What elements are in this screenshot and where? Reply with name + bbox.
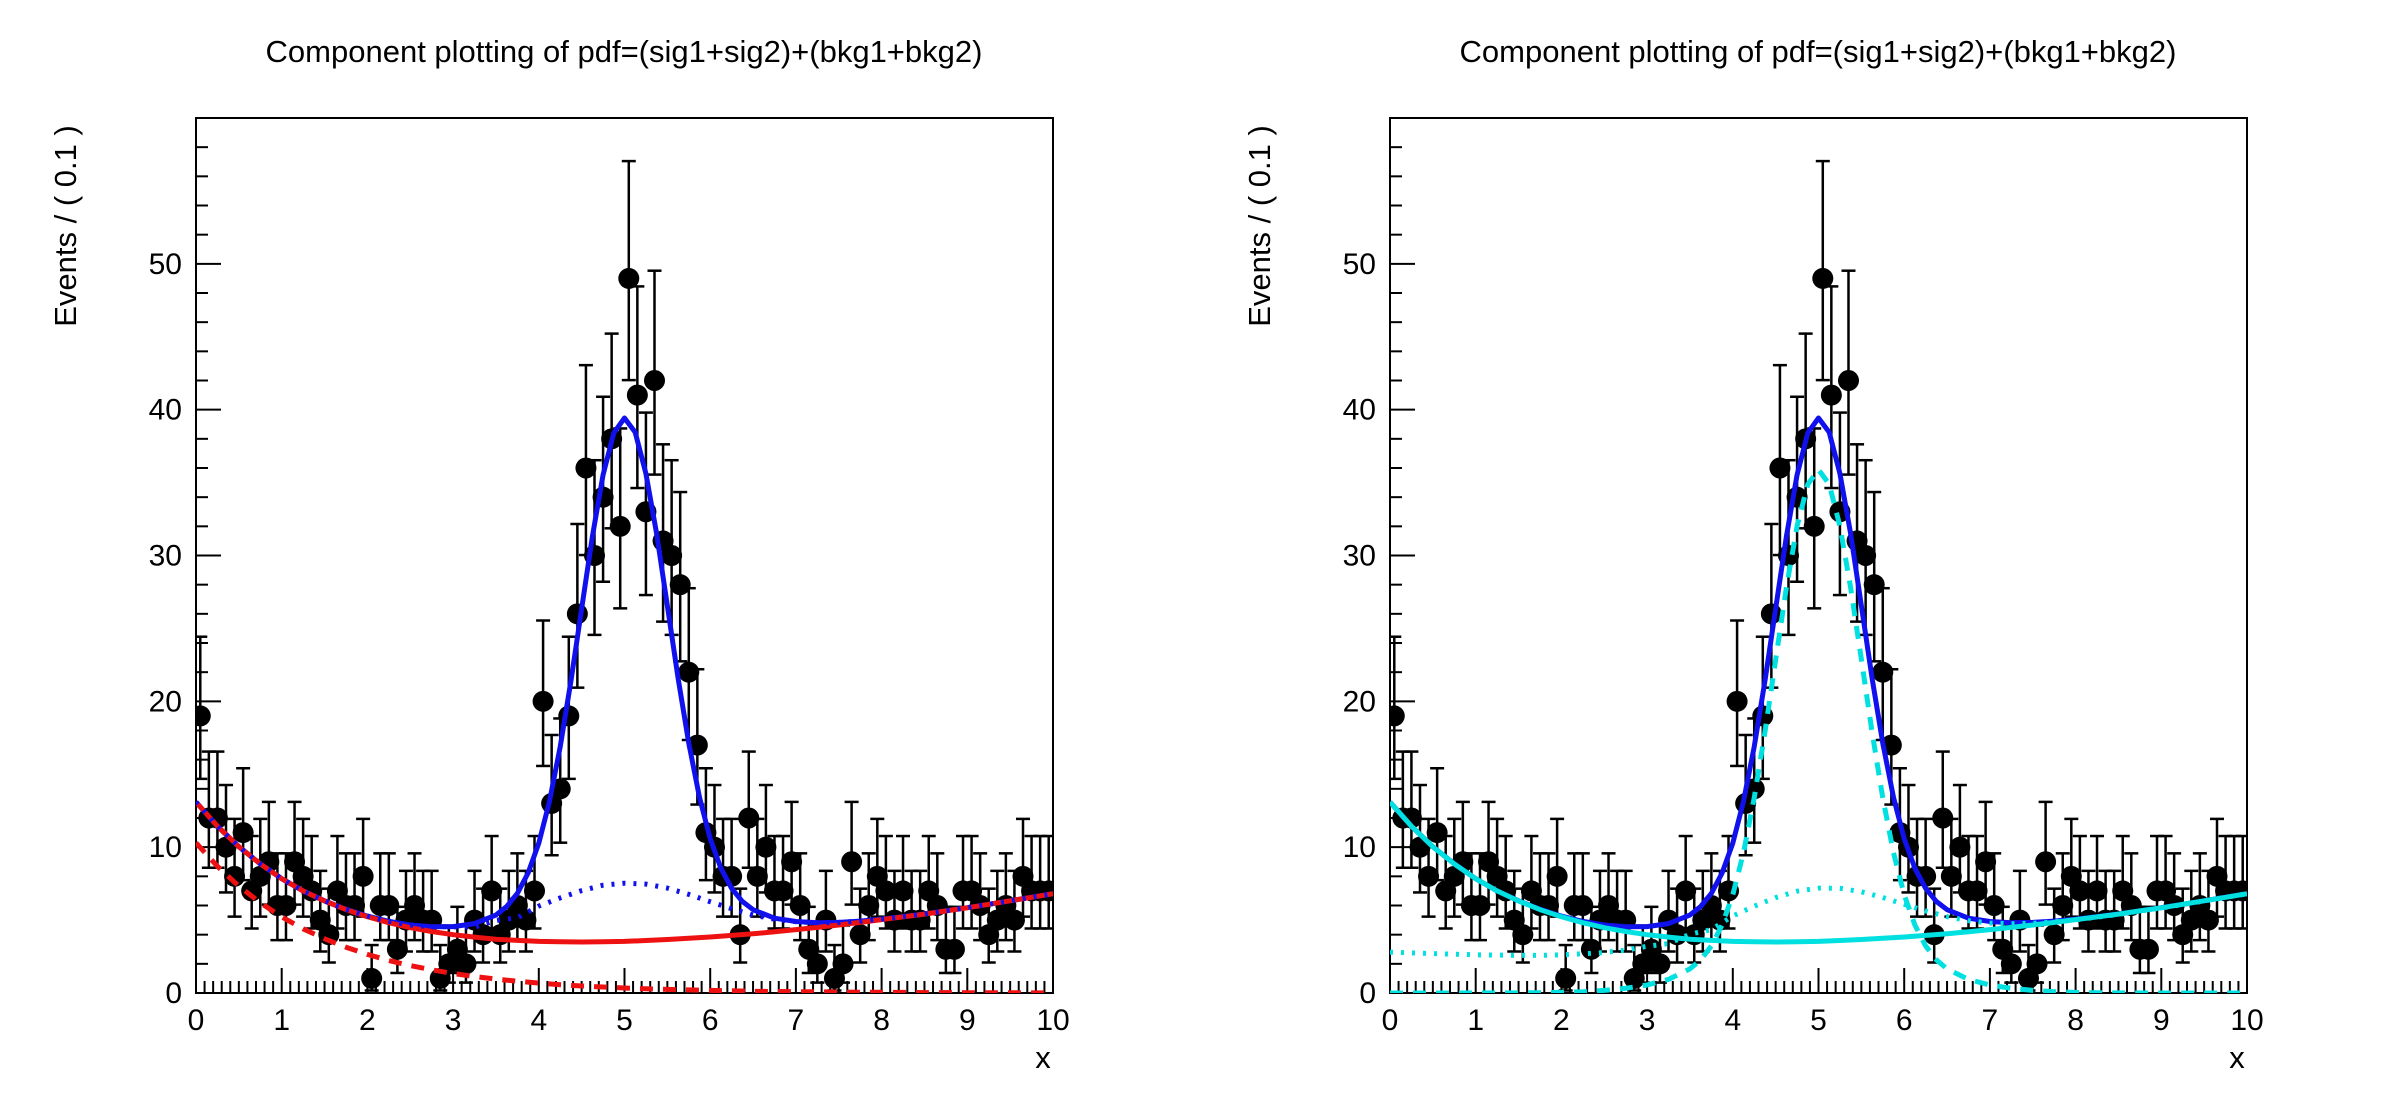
svg-text:6: 6 <box>1896 1004 1913 1037</box>
svg-text:0: 0 <box>188 1004 205 1037</box>
svg-text:20: 20 <box>149 685 182 718</box>
svg-text:0: 0 <box>1359 977 1376 1010</box>
pad-left-title: Component plotting of pdf=(sig1+sig2)+(b… <box>266 34 983 69</box>
y-axis-ticks <box>1390 146 1415 994</box>
svg-text:30: 30 <box>149 540 182 573</box>
pad-left-plot: Component plotting of pdf=(sig1+sig2)+(b… <box>48 34 1070 1075</box>
svg-text:40: 40 <box>149 394 182 427</box>
pad-right-y-axis-title: Events / ( 0.1 ) <box>1242 125 1277 327</box>
y-axis-ticks <box>196 146 221 994</box>
svg-text:2: 2 <box>1553 1004 1570 1037</box>
frame-border <box>1389 117 2248 994</box>
svg-text:0: 0 <box>1382 1004 1399 1037</box>
svg-text:5: 5 <box>616 1004 633 1037</box>
curve-bkg <box>196 800 1053 945</box>
pad-right: Component plotting of pdf=(sig1+sig2)+(b… <box>1194 0 2388 1116</box>
svg-text:1: 1 <box>1467 1004 1484 1037</box>
svg-text:10: 10 <box>1036 1004 1069 1037</box>
y-axis-labels: 0 10 20 30 40 50 <box>149 248 182 1010</box>
svg-text:8: 8 <box>2067 1004 2084 1037</box>
pad-left: Component plotting of pdf=(sig1+sig2)+(b… <box>48 34 1070 1075</box>
curve-bkg1-plus-sig2 <box>1390 885 2247 958</box>
curve-model-total <box>196 415 1053 930</box>
svg-text:40: 40 <box>1343 394 1376 427</box>
svg-text:2: 2 <box>359 1004 376 1037</box>
svg-text:5: 5 <box>1810 1004 1827 1037</box>
pad-right-x-axis-title: x <box>2229 1040 2245 1075</box>
pad-left-frame: 0 1 2 3 4 5 6 7 8 9 10 0 10 20 30 40 50 <box>149 117 1070 1037</box>
svg-text:3: 3 <box>1639 1004 1656 1037</box>
svg-text:1: 1 <box>273 1004 290 1037</box>
svg-text:50: 50 <box>149 248 182 281</box>
x-axis-labels: 0 1 2 3 4 5 6 7 8 9 10 <box>188 1004 1070 1037</box>
svg-text:8: 8 <box>873 1004 890 1037</box>
pad-left-y-axis-title: Events / ( 0.1 ) <box>48 125 83 327</box>
svg-text:4: 4 <box>1724 1004 1741 1037</box>
x-axis-ticks <box>1389 968 2248 993</box>
x-axis-labels: 0 1 2 3 4 5 6 7 8 9 10 <box>1382 1004 2264 1037</box>
svg-text:10: 10 <box>1343 831 1376 864</box>
pad-right-plot: Component plotting of pdf=(sig1+sig2)+(b… <box>1242 34 2264 1075</box>
frame-border <box>195 117 1054 994</box>
svg-text:10: 10 <box>149 831 182 864</box>
y-axis-labels: 0 10 20 30 40 50 <box>1343 248 1376 1010</box>
curve-bkg <box>1390 800 2247 945</box>
svg-text:10: 10 <box>2230 1004 2263 1037</box>
pad-right-title: Component plotting of pdf=(sig1+sig2)+(b… <box>1460 34 2177 69</box>
svg-text:0: 0 <box>165 977 182 1010</box>
curve-model-total <box>1390 415 2247 930</box>
pad-right-frame: 0 1 2 3 4 5 6 7 8 9 10 0 10 20 30 40 50 <box>1343 117 2264 1037</box>
svg-text:50: 50 <box>1343 248 1376 281</box>
svg-text:20: 20 <box>1343 685 1376 718</box>
curve-sig1-plus-sig2 <box>1390 467 2247 993</box>
curve-bkg-plus-sig2 <box>196 800 1053 930</box>
curve-bkg2 <box>196 841 1053 993</box>
pad-left-x-axis-title: x <box>1035 1040 1051 1075</box>
svg-text:9: 9 <box>2153 1004 2170 1037</box>
svg-text:9: 9 <box>959 1004 976 1037</box>
svg-text:6: 6 <box>702 1004 719 1037</box>
svg-text:7: 7 <box>788 1004 805 1037</box>
svg-text:4: 4 <box>530 1004 547 1037</box>
svg-text:3: 3 <box>445 1004 462 1037</box>
svg-text:7: 7 <box>1982 1004 1999 1037</box>
svg-text:30: 30 <box>1343 540 1376 573</box>
